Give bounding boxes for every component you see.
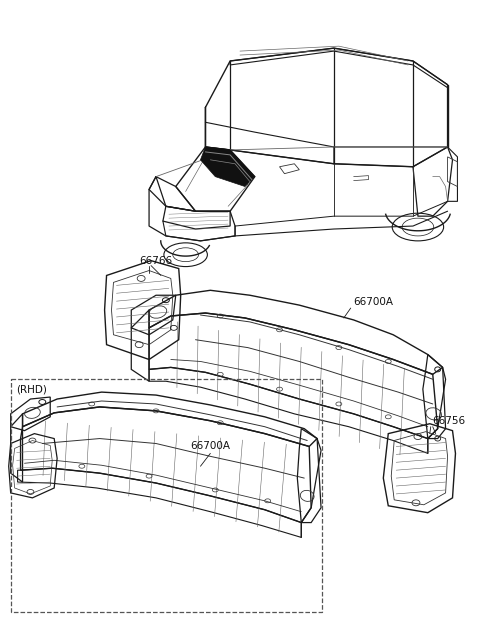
Text: 66756: 66756 — [433, 416, 466, 426]
Text: 66766: 66766 — [139, 256, 172, 266]
Text: (RHD): (RHD) — [17, 384, 48, 394]
Bar — [11, 379, 322, 611]
Text: 66700A: 66700A — [191, 442, 230, 451]
Polygon shape — [201, 147, 255, 187]
Text: 66700A: 66700A — [354, 297, 394, 307]
